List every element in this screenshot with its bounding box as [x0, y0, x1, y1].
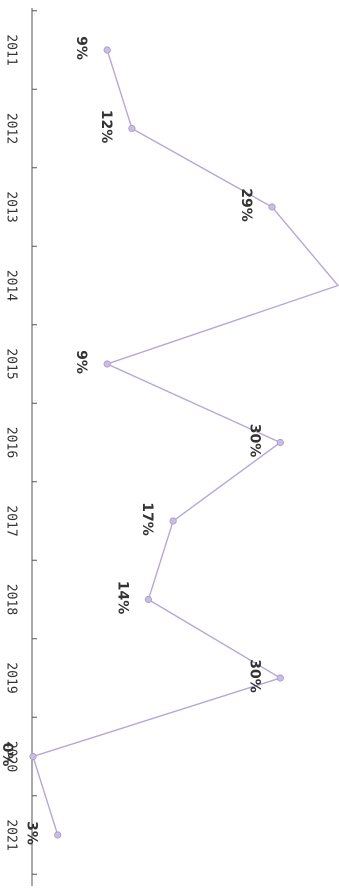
data-point: [144, 595, 153, 604]
data-point: [29, 752, 37, 761]
data-label: 0%: [0, 743, 15, 767]
series-line: [32, 49, 339, 836]
data-label: 9%: [73, 36, 89, 60]
data-point: [268, 203, 276, 211]
x-axis: 2011 2012 2013 2014 2015 2016 2017 2018 2019 2020…: [4, 8, 37, 886]
data-point: [276, 674, 284, 682]
data-point: [54, 831, 62, 839]
data-labels: 9% 12% 29% 9% 30% 17% 14% 30% 0% 3%: [0, 36, 262, 845]
data-point: [103, 46, 111, 54]
data-label: 9%: [73, 350, 89, 374]
x-tick-label: 2012: [4, 113, 19, 144]
x-tick-label: 2011: [4, 34, 19, 65]
x-tick-label: 2016: [4, 427, 19, 458]
data-points: [29, 46, 284, 839]
data-point: [276, 438, 284, 447]
data-label: 30%: [246, 659, 262, 693]
x-tick-label: 2017: [4, 505, 19, 536]
data-label: 14%: [114, 581, 130, 615]
x-tick-label: 2020: [4, 741, 19, 772]
x-tick-label: 2019: [4, 662, 19, 693]
data-label: 30%: [246, 424, 262, 458]
data-label: 12%: [98, 110, 114, 144]
data-point: [128, 124, 136, 133]
data-point: [169, 517, 177, 525]
series-line-layer: [32, 49, 339, 836]
x-tick-label: 2021: [4, 819, 19, 850]
x-tick-label: 2018: [4, 584, 19, 615]
data-point: [103, 360, 111, 368]
x-tick-label: 2015: [4, 348, 19, 379]
data-label: 3%: [24, 821, 40, 845]
x-tick-label: 2013: [4, 191, 19, 222]
data-label: 17%: [139, 502, 155, 536]
data-label: 29%: [238, 188, 254, 222]
x-tick-label: 2014: [4, 270, 19, 301]
